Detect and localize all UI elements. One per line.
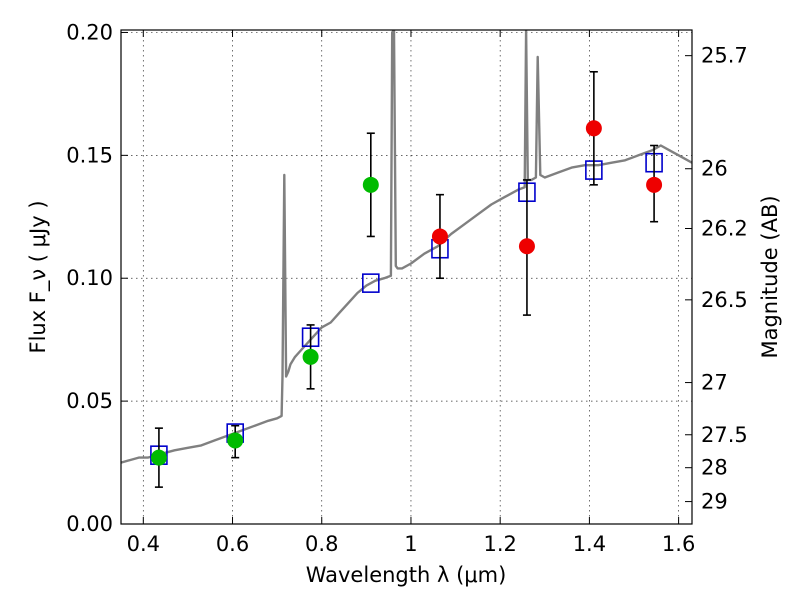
y-tick-label: 0.00 (66, 512, 113, 536)
mag-tick-label: 28 (701, 456, 728, 480)
x-tick-label: 0.8 (305, 532, 338, 556)
observed-point-red (646, 176, 663, 193)
model-spectrum-line (121, 30, 692, 464)
mag-tick-label: 26.5 (701, 288, 748, 312)
y-tick-label: 0.10 (66, 266, 113, 290)
observed-point-green (227, 432, 244, 449)
observed-point-red (431, 228, 448, 245)
x-tick-label: 1.2 (483, 532, 516, 556)
mag-tick-label: 27.5 (701, 423, 748, 447)
y-tick-label: 0.15 (66, 143, 113, 167)
mag-tick-label: 29 (701, 490, 728, 514)
x-tick-label: 1.4 (573, 532, 606, 556)
plot-background (121, 30, 692, 524)
y-axis-title: Flux F_ν ( μJy ) (26, 200, 51, 353)
plot-area (121, 30, 692, 464)
y-tick-label: 0.20 (66, 20, 113, 44)
plot-frame (120, 29, 693, 525)
mag-tick-label: 25.7 (701, 44, 748, 68)
x-tick-label: 1.6 (662, 532, 695, 556)
observed-point-green (362, 176, 379, 193)
mag-tick-label: 27 (701, 371, 728, 395)
mag-tick-label: 26 (701, 157, 728, 181)
observed-point-green (150, 449, 167, 466)
mag-tick-label: 26.2 (701, 217, 748, 241)
right-axis-title: Magnitude (AB) (758, 195, 782, 358)
observed-point-red (518, 238, 535, 255)
markers (150, 70, 663, 488)
x-tick-label: 0.4 (127, 532, 160, 556)
y-tick-label: 0.05 (66, 389, 113, 413)
ticks: 0.4 0.6 0.8 1 1.2 1.4 1.6 0.00 0.05 0.10 0.15 0.20 2… (66, 20, 748, 556)
x-axis-title: Wavelength λ (μm) (306, 563, 507, 587)
model-photometry-marker (362, 273, 380, 293)
x-tick-label: 1 (404, 532, 417, 556)
observed-point-green (302, 348, 319, 365)
observed-point-red (585, 120, 602, 137)
x-tick-label: 0.6 (216, 532, 249, 556)
